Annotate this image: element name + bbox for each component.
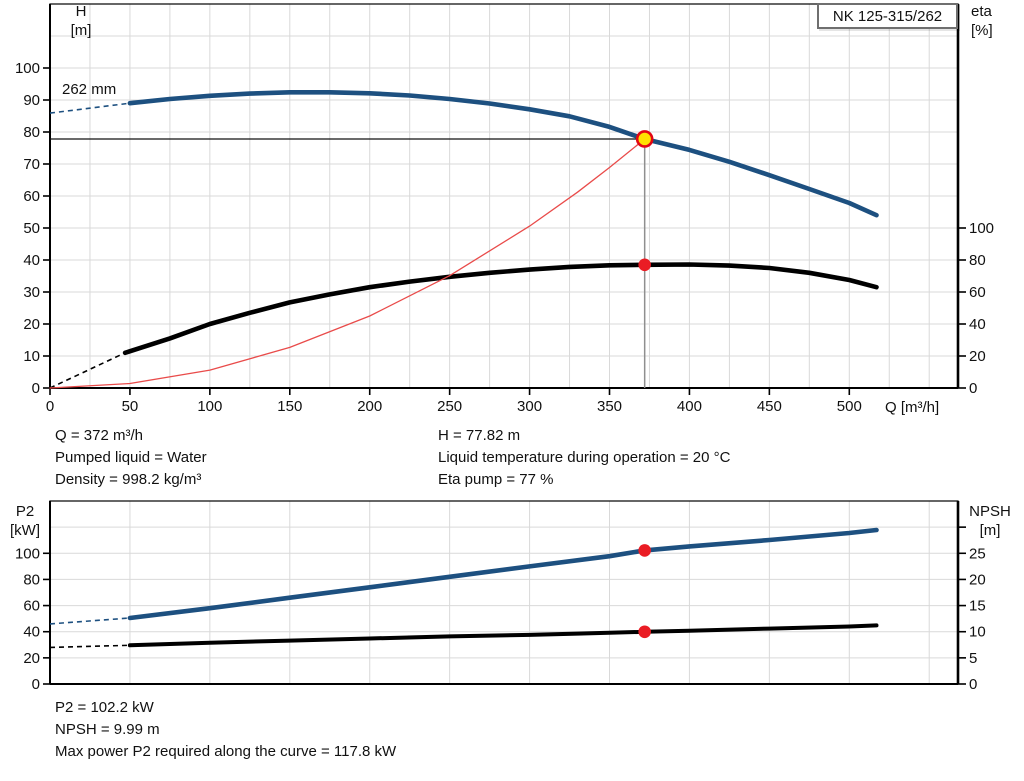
right-tick-label: 15 [969, 598, 986, 615]
info-eta: Eta pump = 77 % [438, 471, 554, 488]
h-axis-title: H [m] [61, 2, 101, 40]
right-tick-label: 80 [969, 252, 986, 269]
left-tick-label: 60 [23, 598, 40, 615]
eta-axis-title-line2: [%] [971, 22, 993, 39]
info-p2: P2 = 102.2 kW [55, 699, 154, 716]
duty-point-marker [635, 130, 654, 148]
left-tick-label: 10 [23, 348, 40, 365]
x-tick-label: 300 [517, 398, 542, 415]
x-tick-label: 0 [46, 398, 54, 415]
eta-axis-title-line1: eta [971, 3, 992, 20]
impeller-diameter-label: 262 mm [62, 81, 117, 98]
left-tick-label: 40 [23, 252, 40, 269]
npsh-curve [127, 623, 879, 648]
head-curve [127, 90, 879, 218]
plot-border [49, 500, 959, 685]
left-tick-label: 100 [15, 545, 40, 562]
left-tick-label: 60 [23, 188, 40, 205]
x-tick-label: 500 [837, 398, 862, 415]
x-tick-label: 100 [197, 398, 222, 415]
right-tick-label: 5 [969, 650, 977, 667]
x-tick-label: 450 [757, 398, 782, 415]
x-tick-label: 250 [437, 398, 462, 415]
pump-model-box: NK 125-315/262 [817, 3, 958, 29]
efficiency-curve-dashed-lead [49, 352, 126, 389]
x-tick-label: 400 [677, 398, 702, 415]
info-maxpower: Max power P2 required along the curve = … [55, 743, 397, 760]
right-tick-label: 0 [969, 380, 977, 397]
x-tick-label: 350 [597, 398, 622, 415]
left-tick-label: 80 [23, 124, 40, 141]
q-axis-label: Q [m³/h] [885, 399, 940, 416]
p2-operating-dot [638, 544, 651, 557]
left-tick-label: 0 [32, 676, 40, 693]
npsh-axis-title: NPSH [m] [963, 502, 1017, 540]
h-axis-title-line1: H [75, 3, 87, 20]
right-tick-label: 20 [969, 348, 986, 365]
left-tick-label: 80 [23, 571, 40, 588]
info-temp: Liquid temperature during operation = 20… [438, 449, 731, 466]
right-tick-label: 40 [969, 316, 986, 333]
npsh-curve-dashed-lead [49, 644, 130, 649]
npsh-operating-dot [638, 625, 651, 639]
left-tick-label: 90 [23, 92, 40, 109]
pump-model-label: NK 125-315/262 [832, 7, 943, 25]
p2-curve [127, 527, 879, 621]
info-h: H = 77.82 m [438, 427, 521, 444]
left-tick-label: 50 [23, 220, 40, 237]
p2-axis-title-line1: P2 [15, 503, 35, 520]
info-density: Density = 998.2 kg/m³ [55, 471, 202, 488]
eta-axis-title: eta [%] [971, 2, 993, 40]
left-tick-label: 40 [23, 624, 40, 641]
left-tick-label: 20 [23, 650, 40, 667]
chart-p2-npsh: 0 20 40 60 80 100 0 5 10 15 20 25 [15, 500, 986, 693]
left-tick-label: 100 [15, 60, 40, 77]
h-axis-title-line2: [m] [70, 22, 92, 39]
left-tick-label: 20 [23, 316, 40, 333]
p2-axis-title-line2: [kW] [10, 522, 40, 539]
x-tick-label: 50 [122, 398, 139, 415]
left-tick-label: 30 [23, 284, 40, 301]
x-tick-label: 150 [277, 398, 302, 415]
system-curve [49, 138, 646, 389]
chart-qh: 0 50 100 150 200 250 300 350 400 450 5000102030405… [15, 3, 994, 415]
right-tick-label: 100 [969, 220, 994, 237]
right-tick-label: 10 [969, 624, 986, 641]
npsh-axis-title-line2: [m] [979, 522, 1001, 539]
efficiency-curve [122, 262, 879, 356]
right-tick-label: 20 [969, 571, 986, 588]
npsh-axis-title-line1: NPSH [969, 503, 1011, 520]
right-tick-label: 25 [969, 545, 986, 562]
eta-operating-dot [638, 258, 651, 272]
p2-axis-title: P2 [kW] [4, 502, 46, 540]
head-curve-dashed-lead [49, 102, 130, 114]
right-tick-label: 60 [969, 284, 986, 301]
p2-curve-dashed-lead [49, 617, 130, 625]
left-tick-label: 0 [32, 380, 40, 397]
x-tick-label: 200 [357, 398, 382, 415]
right-tick-label: 0 [969, 676, 977, 693]
info-q: Q = 372 m³/h [55, 427, 143, 444]
info-liquid: Pumped liquid = Water [55, 449, 207, 466]
left-tick-label: 70 [23, 156, 40, 173]
info-npsh: NPSH = 9.99 m [55, 721, 160, 738]
